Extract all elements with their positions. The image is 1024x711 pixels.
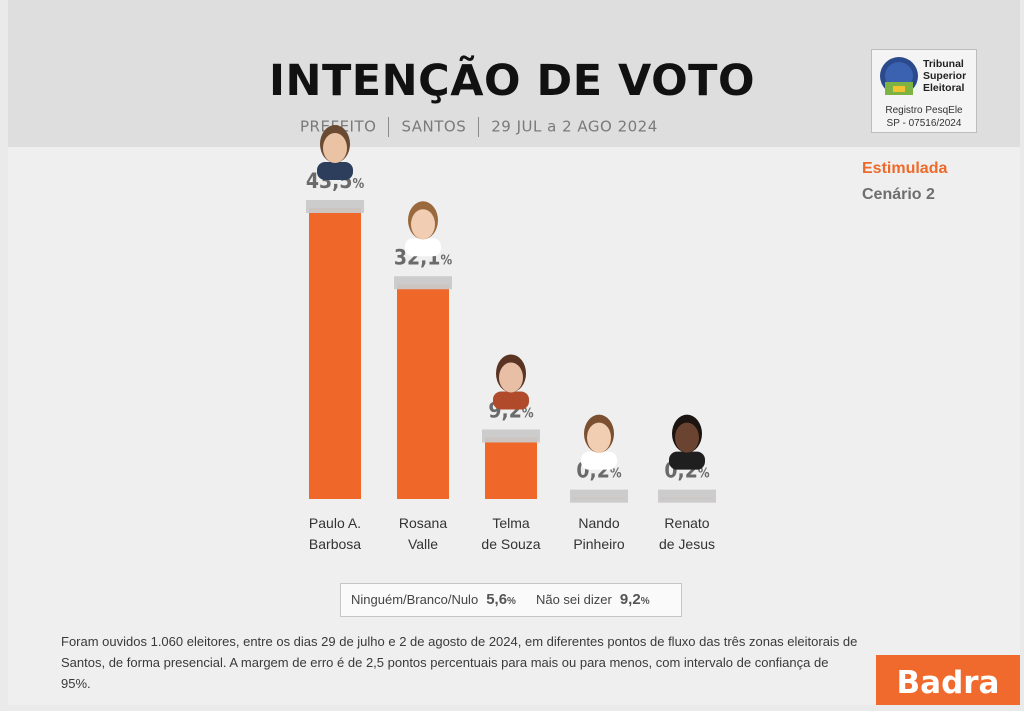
- category-label: Renato de Jesus: [659, 515, 715, 552]
- brand-logo: Badra: [876, 655, 1020, 705]
- portrait-shoulders: [493, 391, 529, 410]
- subtitle-dates: 29 JUL a 2 AGO 2024: [491, 117, 658, 136]
- scenario-label: Cenário 2: [862, 186, 935, 203]
- portrait-face: [499, 362, 523, 393]
- category-label-line: Rosana: [399, 515, 447, 531]
- page-title: INTENÇÃO DE VOTO: [268, 56, 756, 106]
- bar-cap: [658, 489, 716, 503]
- percent-sign: %: [640, 596, 650, 607]
- bar: [397, 284, 449, 499]
- registry-code: SP - 07516/2024: [886, 118, 962, 129]
- portrait-shoulders: [317, 162, 353, 180]
- portrait-shoulders: [405, 238, 441, 257]
- candidate-photo: [581, 414, 617, 470]
- category-label-line: Nando: [578, 515, 619, 531]
- portrait-face: [323, 133, 347, 163]
- poll-type-label: Estimulada: [862, 160, 948, 177]
- methodology-note: Foram ouvidos 1.060 eleitores, entre os …: [61, 631, 861, 694]
- methodology-line: Foram ouvidos 1.060 eleitores, entre os …: [61, 634, 858, 649]
- category-label-line: Telma: [492, 515, 530, 531]
- portrait-face: [587, 422, 611, 453]
- percent-sign: %: [507, 596, 516, 607]
- category-label-line: de Souza: [481, 536, 540, 552]
- data-label-unit: %: [698, 467, 710, 482]
- subtitle-city: SANTOS: [401, 117, 467, 136]
- blank-null-number: 5,6: [486, 591, 508, 608]
- category-label-line: Renato: [664, 515, 709, 531]
- data-label-unit: %: [440, 253, 452, 268]
- candidate-photo: [317, 125, 353, 180]
- other-responses-box: Ninguém/Branco/Nulo 5,6% Não sei dizer 9,2%: [340, 583, 682, 617]
- portrait-face: [675, 422, 699, 453]
- data-label-unit: %: [522, 406, 534, 421]
- bar: [485, 437, 537, 499]
- portrait-face: [411, 209, 435, 240]
- category-label: Telma de Souza: [481, 515, 540, 552]
- subtitle-divider: [388, 117, 390, 137]
- undecided-number: 9,2: [619, 591, 641, 608]
- tse-name: Tribunal Superior Eleitoral: [923, 58, 966, 94]
- blank-null-label: Ninguém/Branco/Nulo: [351, 592, 479, 607]
- candidate-photo: [405, 201, 441, 257]
- category-label-line: Valle: [408, 536, 438, 552]
- subtitle: PREFEITOSANTOS29 JUL a 2 AGO 2024: [300, 117, 658, 137]
- candidate-photo: [493, 354, 529, 410]
- header-band: [8, 0, 1020, 147]
- bar-cap: [394, 276, 452, 290]
- tse-seal-icon: [880, 57, 918, 95]
- tse-name-line: Tribunal: [923, 58, 964, 70]
- undecided-label: Não sei dizer: [535, 592, 612, 607]
- bar: [309, 208, 361, 499]
- tse-name-line: Eleitoral: [923, 82, 965, 94]
- portrait-shoulders: [669, 451, 705, 470]
- blank-null-value: 5,6%: [486, 591, 516, 608]
- portrait-shoulders: [581, 451, 617, 470]
- category-label-line: de Jesus: [659, 536, 715, 552]
- subtitle-divider: [478, 117, 480, 137]
- data-label-unit: %: [610, 467, 622, 482]
- category-label-line: Pinheiro: [573, 536, 625, 552]
- data-label-unit: %: [352, 177, 364, 192]
- category-label: Rosana Valle: [399, 515, 447, 552]
- candidate-photo: [669, 414, 705, 470]
- bar-cap: [482, 429, 540, 443]
- undecided-value: 9,2%: [620, 591, 650, 608]
- category-label: Paulo A. Barbosa: [309, 515, 361, 552]
- bar-cap: [570, 489, 628, 503]
- category-label-line: Paulo A.: [309, 515, 361, 531]
- tse-registry-box: Tribunal Superior Eleitoral Registro Pes…: [871, 49, 977, 133]
- category-label-line: Barbosa: [309, 536, 361, 552]
- registry-label: Registro PesqEle: [885, 105, 963, 116]
- methodology-line: Santos, de forma presencial. A margem de…: [61, 655, 829, 691]
- tse-name-line: Superior: [923, 70, 967, 82]
- bar-cap: [306, 200, 364, 213]
- category-label: Nando Pinheiro: [573, 515, 625, 552]
